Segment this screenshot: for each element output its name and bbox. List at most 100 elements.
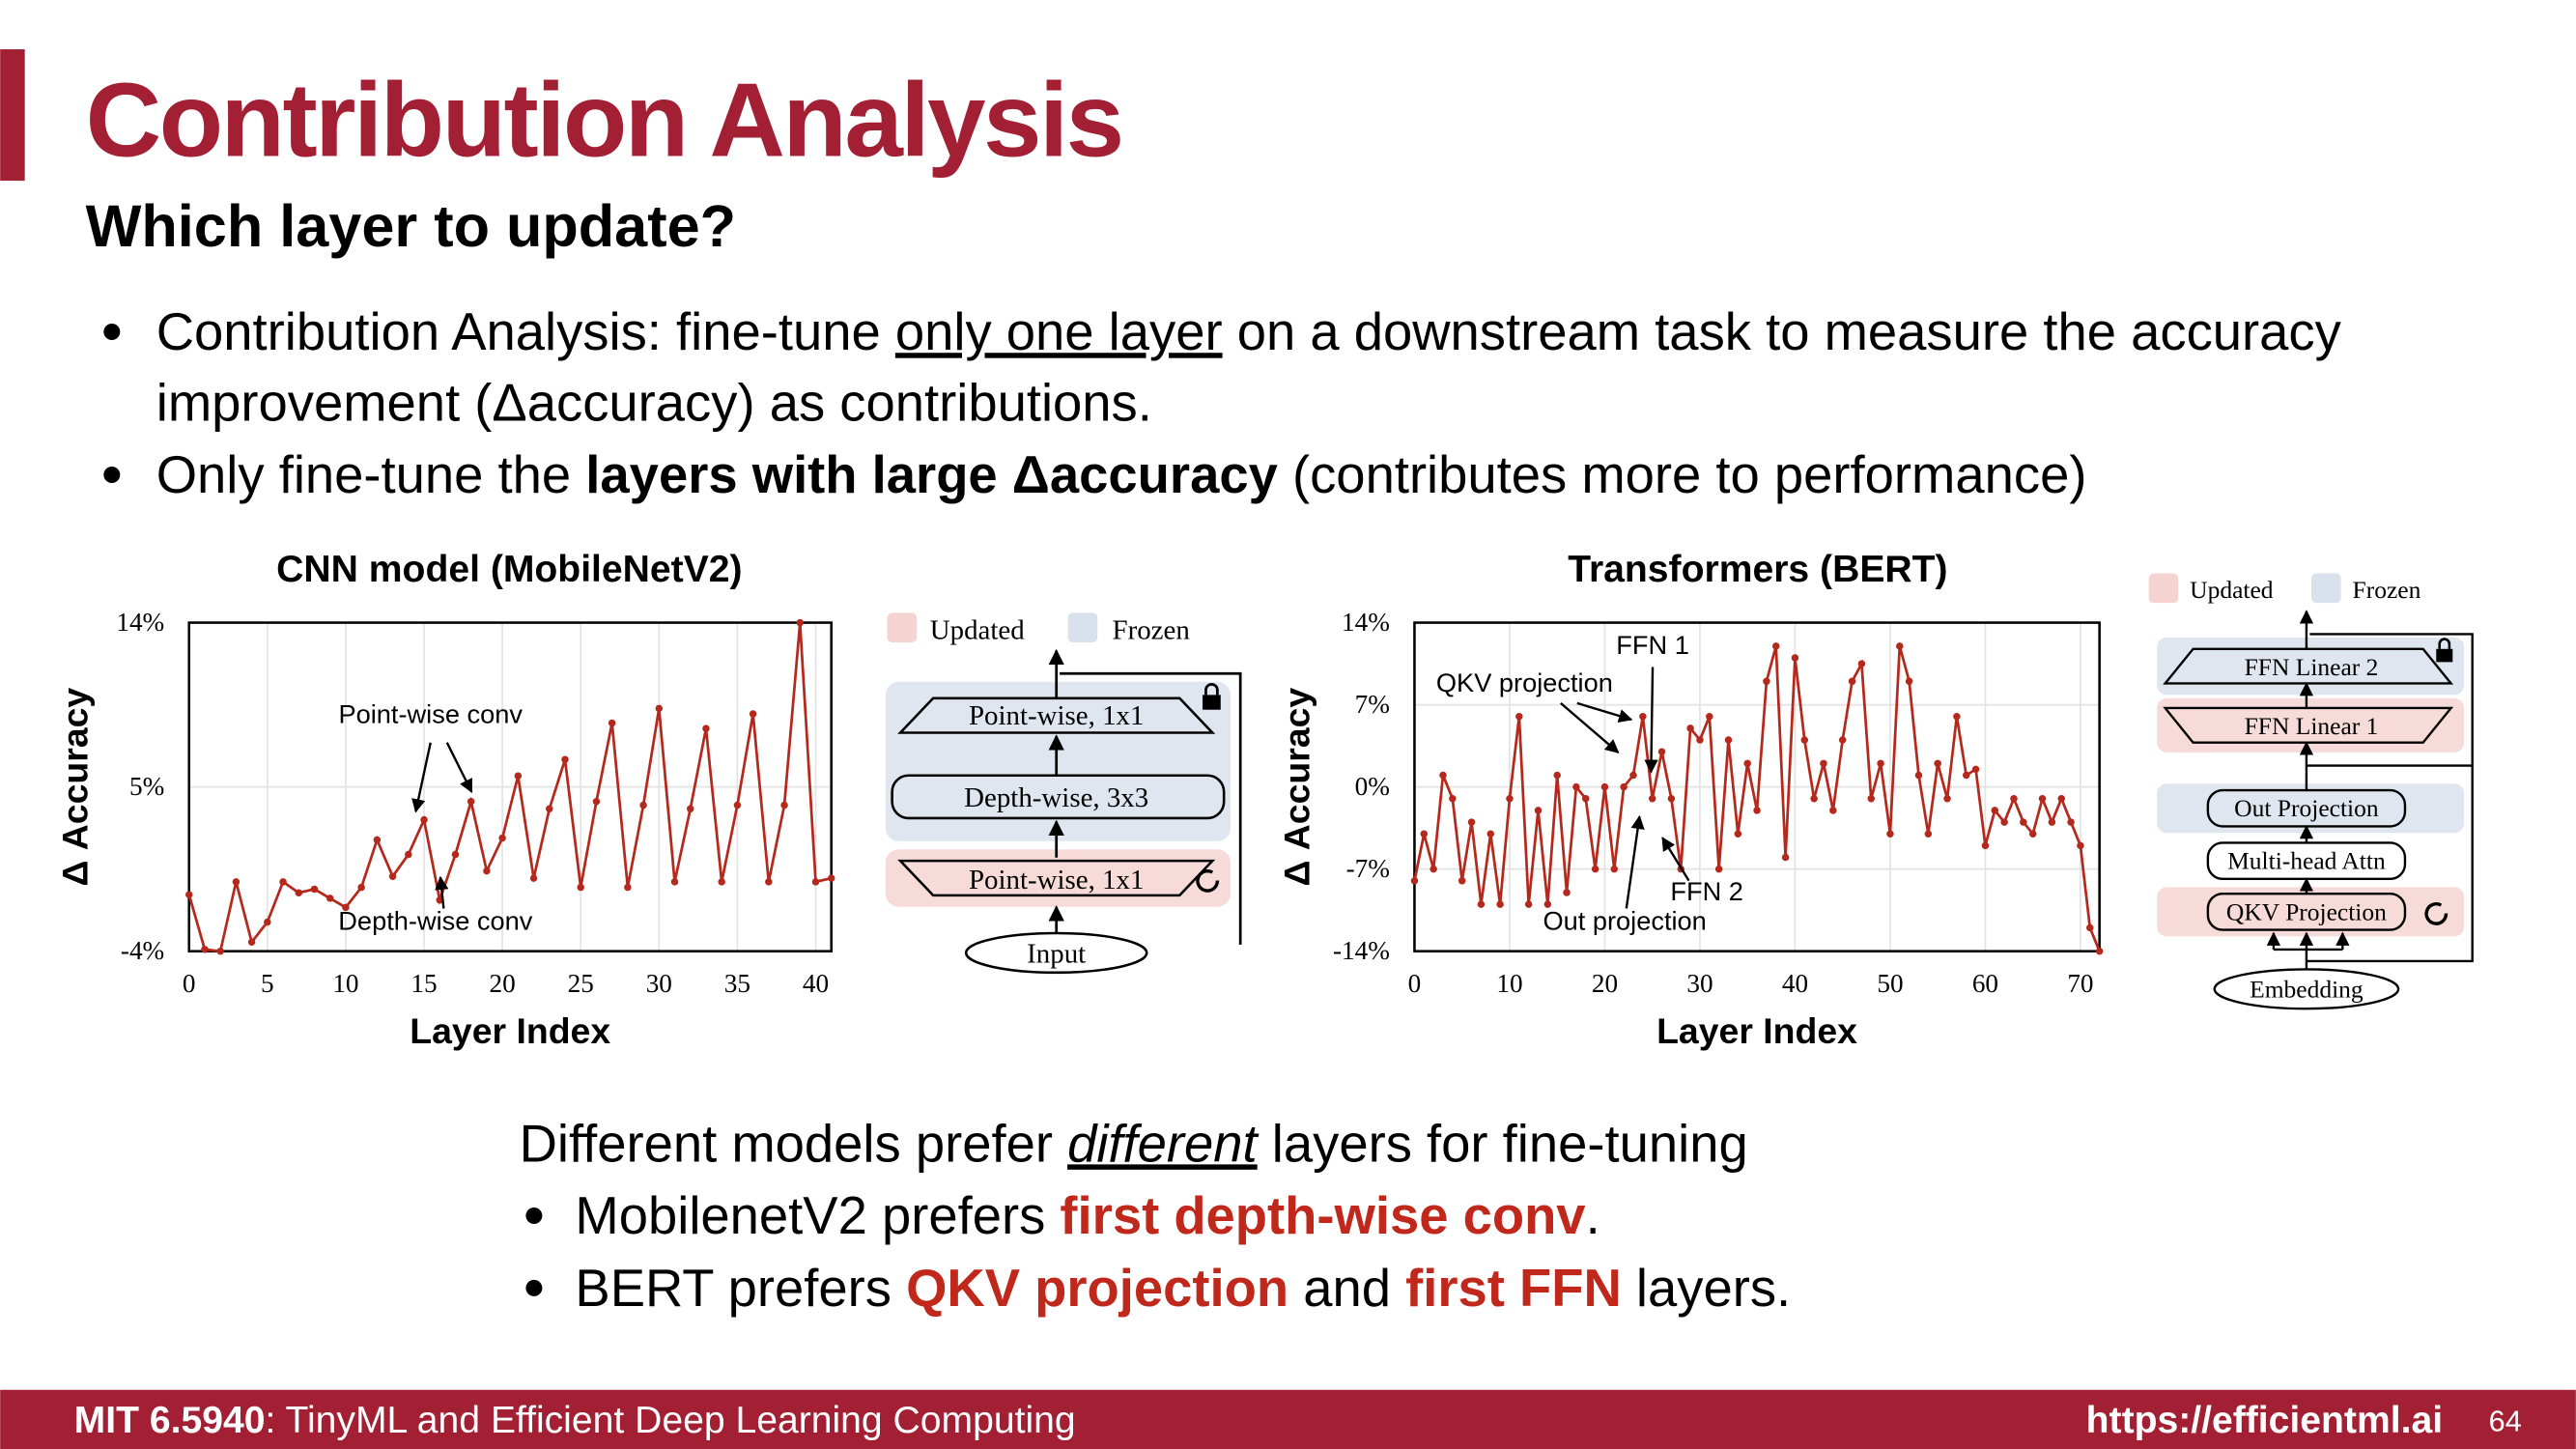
data-point <box>546 805 553 813</box>
text: layers. <box>1622 1259 1791 1318</box>
block <box>2163 647 2454 685</box>
data-point <box>483 867 491 875</box>
data-point <box>1524 900 1533 908</box>
emphasis: different <box>1067 1114 1259 1173</box>
data-point <box>1724 736 1733 744</box>
annotation-arrow <box>1576 701 1633 724</box>
data-point <box>1496 900 1504 908</box>
data-point <box>639 801 647 810</box>
data-point <box>1620 782 1628 791</box>
data-point <box>1772 642 1780 650</box>
annotation: Depth-wise conv <box>338 906 532 936</box>
data-point <box>529 874 538 882</box>
bullet: Only fine-tune the layers with large Δac… <box>156 445 2087 504</box>
data-point <box>1449 795 1457 803</box>
data-point <box>295 889 303 896</box>
data-point <box>811 878 820 886</box>
data-point <box>1591 865 1599 873</box>
data-point <box>1734 830 1742 838</box>
text: Only fine-tune the <box>156 445 586 504</box>
data-point <box>796 618 805 627</box>
data-point <box>1753 807 1761 814</box>
data-point <box>2020 818 2027 826</box>
data-point <box>1506 795 1514 803</box>
data-point <box>1600 782 1609 791</box>
data-point <box>373 836 382 844</box>
x-tick-label: 25 <box>568 969 594 998</box>
data-point <box>1800 736 1809 744</box>
x-tick-label: 10 <box>332 969 358 998</box>
legend-label: Frozen <box>1113 615 1191 646</box>
annotation-arrow <box>445 742 473 794</box>
data-point <box>1781 853 1790 862</box>
x-tick-label: 30 <box>646 969 672 998</box>
data-point <box>1848 677 1856 686</box>
text: Contribution Analysis: fine-tune <box>156 302 895 361</box>
block-label: Point-wise, 1x1 <box>969 865 1144 895</box>
x-tick-label: 60 <box>1972 969 1998 998</box>
data-point <box>765 878 773 886</box>
y-tick-label: 7% <box>1355 690 1390 719</box>
data-point <box>326 895 334 902</box>
x-tick-label: 30 <box>1686 969 1713 998</box>
input-node <box>2213 968 2400 1010</box>
data-point <box>357 883 365 892</box>
y-tick-label: 5% <box>129 772 164 801</box>
annotation-arrow <box>1661 837 1690 882</box>
data-point <box>1582 795 1590 803</box>
block <box>2163 706 2454 744</box>
data-point <box>1867 795 1875 803</box>
block-label: Input <box>1027 939 1086 970</box>
data-point <box>2086 923 2094 932</box>
data-point <box>1981 841 1990 850</box>
data-point <box>1430 865 1437 873</box>
course-code: MIT 6.5940 <box>74 1400 266 1441</box>
data-point <box>1410 877 1419 885</box>
text: and <box>1288 1259 1405 1318</box>
y-tick-label: 14% <box>116 608 164 637</box>
data-point <box>451 850 460 859</box>
annotation-arrow <box>1625 814 1645 909</box>
title-bar <box>0 49 25 182</box>
data-point <box>1639 712 1647 721</box>
data-point <box>1686 724 1694 732</box>
block <box>2206 841 2407 881</box>
x-tick-label: 20 <box>1592 969 1618 998</box>
data-point <box>405 850 412 859</box>
annotation: FFN 2 <box>1670 876 1743 906</box>
y-tick-label: 14% <box>1342 608 1390 637</box>
bullets: Contribution Analysis: fine-tune only on… <box>103 302 2342 504</box>
data-point <box>733 801 742 810</box>
text: on a downstream task to measure the accu… <box>1223 302 2342 361</box>
data-point <box>1648 795 1656 803</box>
title: Contribution Analysis <box>86 62 1122 180</box>
data-point <box>780 801 788 810</box>
summary-heading: Different models prefer different layers… <box>520 1114 1748 1173</box>
data-point <box>1838 736 1847 744</box>
bert-diagram: Updated Frozen FFN Linear 2 FFN Linear 1… <box>2148 573 2474 1010</box>
x-axis-label: Layer Index <box>1656 1010 1857 1051</box>
data-point <box>1458 877 1466 885</box>
block-label: QKV Projection <box>2226 897 2387 925</box>
data-point <box>1696 736 1704 744</box>
data-point <box>2028 830 2037 838</box>
text: Different models prefer <box>520 1114 1068 1173</box>
footer-url[interactable]: https://efficientml.ai <box>2086 1400 2443 1441</box>
data-point <box>420 815 428 824</box>
subtitle: Which layer to update? <box>86 193 736 259</box>
data-point <box>1905 677 1913 686</box>
x-axis-label: Layer Index <box>410 1010 610 1051</box>
summary-point: BERT prefers QKV projection and first FF… <box>575 1259 1791 1318</box>
text: (contributes more to performance) <box>1278 445 2087 504</box>
block <box>891 774 1226 820</box>
data-point <box>232 878 241 886</box>
x-tick-label: 35 <box>724 969 750 998</box>
block-label: FFN Linear 1 <box>2245 712 2379 740</box>
data-point <box>655 704 664 713</box>
data-point <box>592 798 601 806</box>
y-tick-label: -4% <box>121 936 164 965</box>
text: MobilenetV2 prefers <box>575 1186 1060 1245</box>
data-point <box>1629 771 1637 780</box>
legend-swatch <box>2311 573 2341 604</box>
data-point <box>2095 947 2104 955</box>
